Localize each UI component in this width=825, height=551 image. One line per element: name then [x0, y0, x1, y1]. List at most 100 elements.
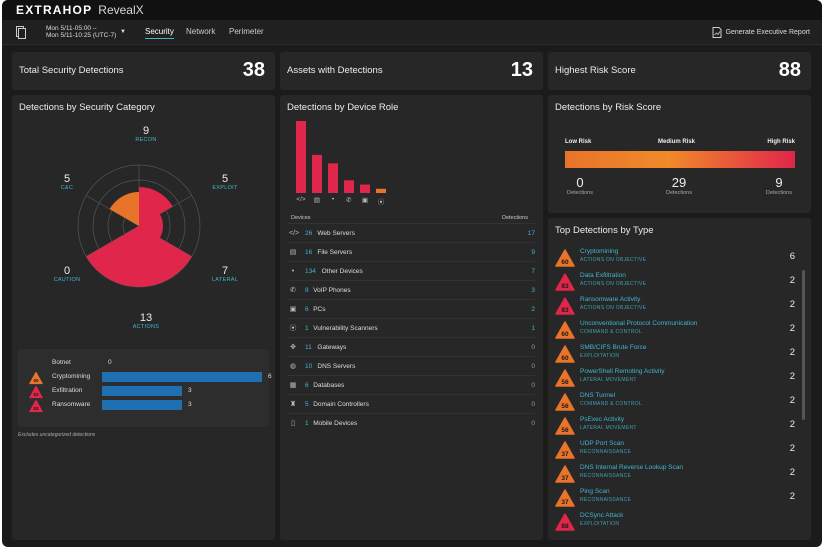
device-role-row[interactable]: ✆ 8 VoIP Phones 3 — [287, 280, 535, 299]
device-role-detections: 0 — [531, 420, 535, 427]
device-role-bar[interactable] — [360, 184, 370, 193]
detection-type-link[interactable]: SMB/CIFS Brute Force — [580, 344, 647, 351]
device-role-row[interactable]: ▣ 6 PCs 2 — [287, 299, 535, 318]
top-detection-row[interactable]: 56 PsExec Activity LATERAL MOVEMENT 2 — [555, 414, 795, 438]
tab-network[interactable]: Network — [186, 27, 216, 36]
time-range-end: Mon 5/11-10:25 (UTC-7) — [46, 32, 117, 39]
time-range-selector[interactable]: Mon 5/11-05:00 – Mon 5/11-10:25 (UTC-7) — [46, 25, 116, 39]
device-count[interactable]: 8 — [305, 287, 309, 294]
pc-icon: ▣ — [289, 306, 297, 313]
radar-slice-recon[interactable] — [139, 186, 173, 226]
category-legend-row[interactable]: 60 Cryptomining 6 — [20, 371, 272, 385]
device-role-detections[interactable]: 2 — [531, 306, 535, 313]
scrollbar[interactable] — [802, 270, 805, 420]
device-count[interactable]: 5 — [305, 401, 309, 408]
device-role-row[interactable]: ♜ 5 Domain Controllers 0 — [287, 394, 535, 413]
detection-type-link[interactable]: Data Exfiltration — [580, 272, 626, 279]
category-legend-bar — [102, 372, 262, 382]
radar-slice-cc[interactable] — [109, 192, 139, 226]
category-legend-label: Exfiltration — [52, 387, 83, 394]
gateway-icon: ✥ — [290, 344, 296, 351]
device-role-row[interactable]: ⦿ 1 Vulnerability Scanners 1 — [287, 318, 535, 337]
svg-text:83: 83 — [561, 307, 569, 314]
device-count[interactable]: 10 — [305, 363, 313, 370]
detection-type-link[interactable]: Cryptomining — [580, 248, 619, 255]
device-role-bar[interactable] — [376, 188, 386, 193]
device-role-row[interactable]: ▦ 6 Databases 0 — [287, 375, 535, 394]
detection-type-link[interactable]: DNS Tunnel — [580, 392, 616, 399]
device-role-bar[interactable] — [312, 154, 322, 193]
tab-security[interactable]: Security — [145, 27, 174, 39]
device-role-row[interactable]: ◍ 10 DNS Servers 0 — [287, 356, 535, 375]
device-role-row[interactable]: ▤ 16 File Servers 9 — [287, 242, 535, 261]
detection-type-link[interactable]: PowerShell Remoting Activity — [580, 368, 665, 375]
device-role-detections: 0 — [531, 344, 535, 351]
category-legend-row[interactable]: 83 Exfiltration 3 — [20, 385, 264, 399]
detection-type-link[interactable]: Ransomware Activity — [580, 296, 641, 303]
device-count[interactable]: 16 — [305, 249, 313, 256]
device-role-name: VoIP Phones — [313, 287, 351, 294]
device-role-detections[interactable]: 3 — [531, 287, 535, 294]
device-icon[interactable] — [16, 26, 26, 44]
tab-perimeter[interactable]: Perimeter — [229, 27, 264, 36]
radar-label-caution: 0 CAUTION — [53, 265, 81, 283]
top-detection-row[interactable]: 56 PowerShell Remoting Activity LATERAL MO… — [555, 366, 795, 390]
device-role-detections[interactable]: 9 — [531, 249, 535, 256]
detection-type-link[interactable]: Ping Scan — [580, 488, 610, 495]
device-role-row[interactable]: ▯ 1 Mobile Devices 0 — [287, 413, 535, 432]
device-role-bar[interactable] — [328, 163, 338, 193]
category-legend-row[interactable]: 83 Ransomware 3 — [20, 399, 264, 413]
device-role-detections[interactable]: 1 — [531, 325, 535, 332]
radar-slice-exploit[interactable] — [139, 214, 164, 238]
device-count[interactable]: 134 — [305, 268, 316, 275]
radar-label-cc: 5 C&C — [60, 173, 74, 191]
stat-card-assets[interactable]: Assets with Detections 13 — [280, 52, 543, 90]
device-count[interactable]: 26 — [305, 230, 313, 237]
radar-label-actions: 13 ACTIONS — [132, 312, 160, 330]
top-detection-row[interactable]: 37 UDP Port Scan RECONNAISSANCE 2 — [555, 438, 795, 462]
detections-column-header: Detections — [502, 215, 528, 221]
radar-slice-actions[interactable] — [86, 226, 192, 287]
stat-card-total-detections[interactable]: Total Security Detections 38 — [12, 52, 275, 90]
category-legend-row[interactable]: Botnet 0 — [20, 357, 264, 369]
top-detection-row[interactable]: 37 DNS Internal Reverse Lookup Scan RECONN… — [555, 462, 795, 486]
risk-score-badge: 83 — [555, 273, 575, 291]
detection-type-link[interactable]: DCSync Attack — [580, 512, 624, 519]
device-count[interactable]: 1 — [305, 325, 309, 332]
device-role-detections[interactable]: 17 — [527, 230, 535, 237]
device-role-name: Databases — [313, 382, 345, 389]
device-role-detections[interactable]: 7 — [531, 268, 535, 275]
svg-text:56: 56 — [561, 379, 569, 386]
risk-score-badge: 56 — [555, 369, 575, 387]
stat-label: Total Security Detections — [19, 65, 124, 76]
detection-type-link[interactable]: Unconventional Protocol Communication — [580, 320, 698, 327]
top-detection-row[interactable]: 60 Unconventional Protocol Communication C… — [555, 318, 795, 342]
detection-type-link[interactable]: UDP Port Scan — [580, 440, 624, 447]
top-detection-row[interactable]: 60 SMB/CIFS Brute Force EXPLOITATION 2 — [555, 342, 795, 366]
top-detection-row[interactable]: 83 Ransomware Activity ACTIONS ON OBJECTIV… — [555, 294, 795, 318]
generate-report-button[interactable]: Generate Executive Report — [712, 27, 810, 38]
top-detection-row[interactable]: 37 Ping Scan RECONNAISSANCE 2 — [555, 486, 795, 510]
top-bar: EXTRAHOP RevealX — [2, 0, 822, 20]
device-role-bar[interactable] — [296, 121, 306, 193]
device-count[interactable]: 6 — [305, 306, 309, 313]
top-detection-row[interactable]: 88 DCSync Attack EXPLOITATION — [555, 510, 795, 534]
top-detection-row[interactable]: 83 Data Exfiltration ACTIONS ON OBJECTIVE 2 — [555, 270, 795, 294]
top-detection-row[interactable]: 56 DNS Tunnel COMMAND & CONTROL 2 — [555, 390, 795, 414]
file-icon: ▤ — [313, 197, 321, 204]
stat-label: Assets with Detections — [287, 65, 383, 76]
device-role-row[interactable]: ✥ 11 Gateways 0 — [287, 337, 535, 356]
device-count[interactable]: 1 — [305, 420, 309, 427]
device-role-bar[interactable] — [344, 180, 354, 193]
device-count[interactable]: 11 — [305, 344, 312, 351]
detection-type-link[interactable]: DNS Internal Reverse Lookup Scan — [580, 464, 683, 471]
low-risk-count: 0 Detections — [567, 175, 593, 196]
device-role-row[interactable]: </> 26 Web Servers 17 — [287, 223, 535, 242]
device-count[interactable]: 6 — [305, 382, 309, 389]
detection-type-link[interactable]: PsExec Activity — [580, 416, 625, 423]
stat-card-highest-risk[interactable]: Highest Risk Score 88 — [548, 52, 811, 90]
device-role-row[interactable]: • 134 Other Devices 7 — [287, 261, 535, 280]
chevron-down-icon[interactable]: ▼ — [120, 29, 126, 35]
detection-category: LATERAL MOVEMENT — [580, 425, 637, 431]
top-detection-row[interactable]: 60 Cryptomining ACTIONS ON OBJECTIVE 6 — [555, 246, 795, 270]
